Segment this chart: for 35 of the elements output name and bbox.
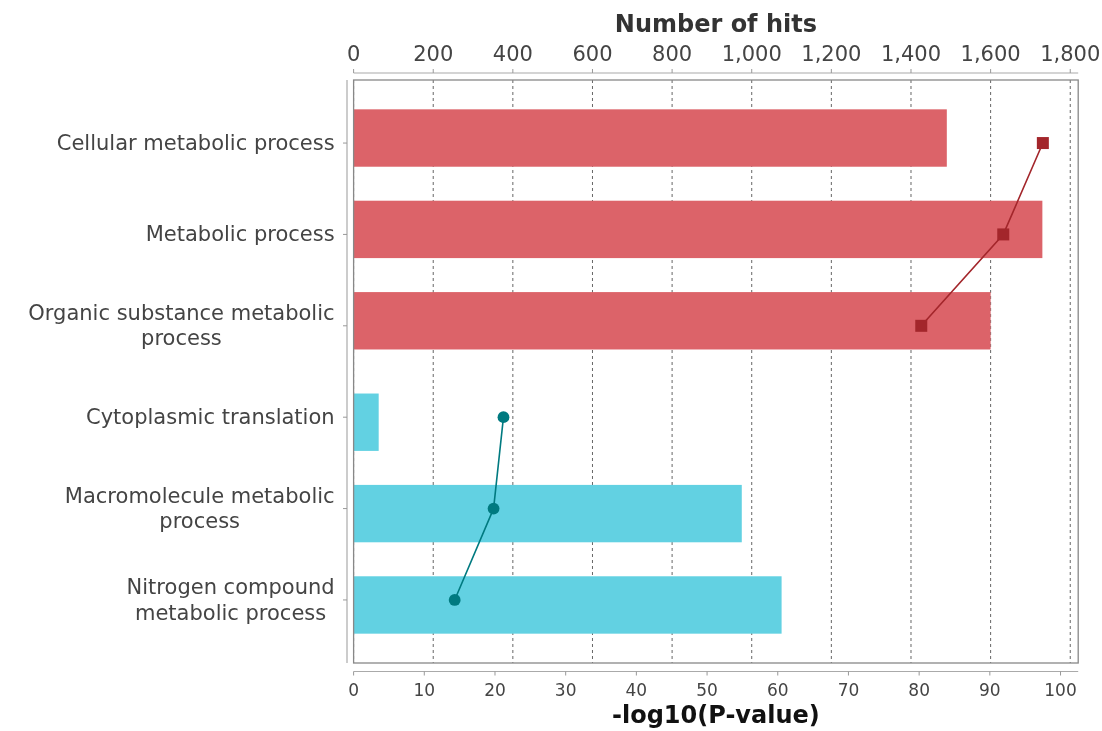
x2-tick-label: 1,000 (721, 41, 782, 66)
x2-tick-label: 1,800 (1040, 41, 1101, 66)
x-axis-title: -log10(P-value) (612, 701, 820, 729)
x-tick-label: 60 (766, 680, 789, 700)
point (1036, 137, 1049, 150)
y-tick-label: Cellular metabolic process (56, 130, 335, 155)
x2-tick-label: 400 (492, 41, 533, 66)
x2-tick-label: 800 (652, 41, 693, 66)
x2-tick-label: 1,400 (880, 41, 942, 66)
point (497, 411, 510, 424)
x-tick-label: 20 (484, 680, 506, 700)
x-tick-label: 70 (837, 680, 860, 700)
y-tick-label: Macromolecule metabolic process (64, 483, 335, 534)
y-tick-label: Nitrogen compound metabolic process (126, 575, 335, 625)
x-tick-label: 30 (554, 680, 577, 700)
x2-tick-label: 600 (572, 41, 613, 66)
x2-tick-label: 0 (346, 41, 361, 66)
x-tick-label: 0 (348, 680, 360, 700)
x-tick-label: 40 (625, 680, 648, 700)
x-tick-label: 10 (413, 680, 436, 700)
point (448, 594, 461, 606)
point (487, 502, 500, 515)
x-tick-label: 80 (908, 680, 930, 700)
x2-tick-label: 1,200 (801, 41, 862, 66)
x-tick-label: 90 (979, 680, 1001, 700)
y-tick-label: Organic substance metabolic process (28, 300, 335, 351)
point (915, 319, 928, 332)
x2-axis-title: Number of hits (614, 9, 817, 38)
point (997, 228, 1010, 241)
x2-tick-label: 1,600 (960, 41, 1021, 66)
x2-tick-label: 200 (413, 41, 454, 66)
x-tick-label: 100 (1044, 680, 1077, 700)
x-tick-label: 50 (696, 680, 718, 700)
y-tick-label: Metabolic process (145, 222, 335, 247)
y-tick-label: Cytoplasmic translation (86, 405, 335, 430)
